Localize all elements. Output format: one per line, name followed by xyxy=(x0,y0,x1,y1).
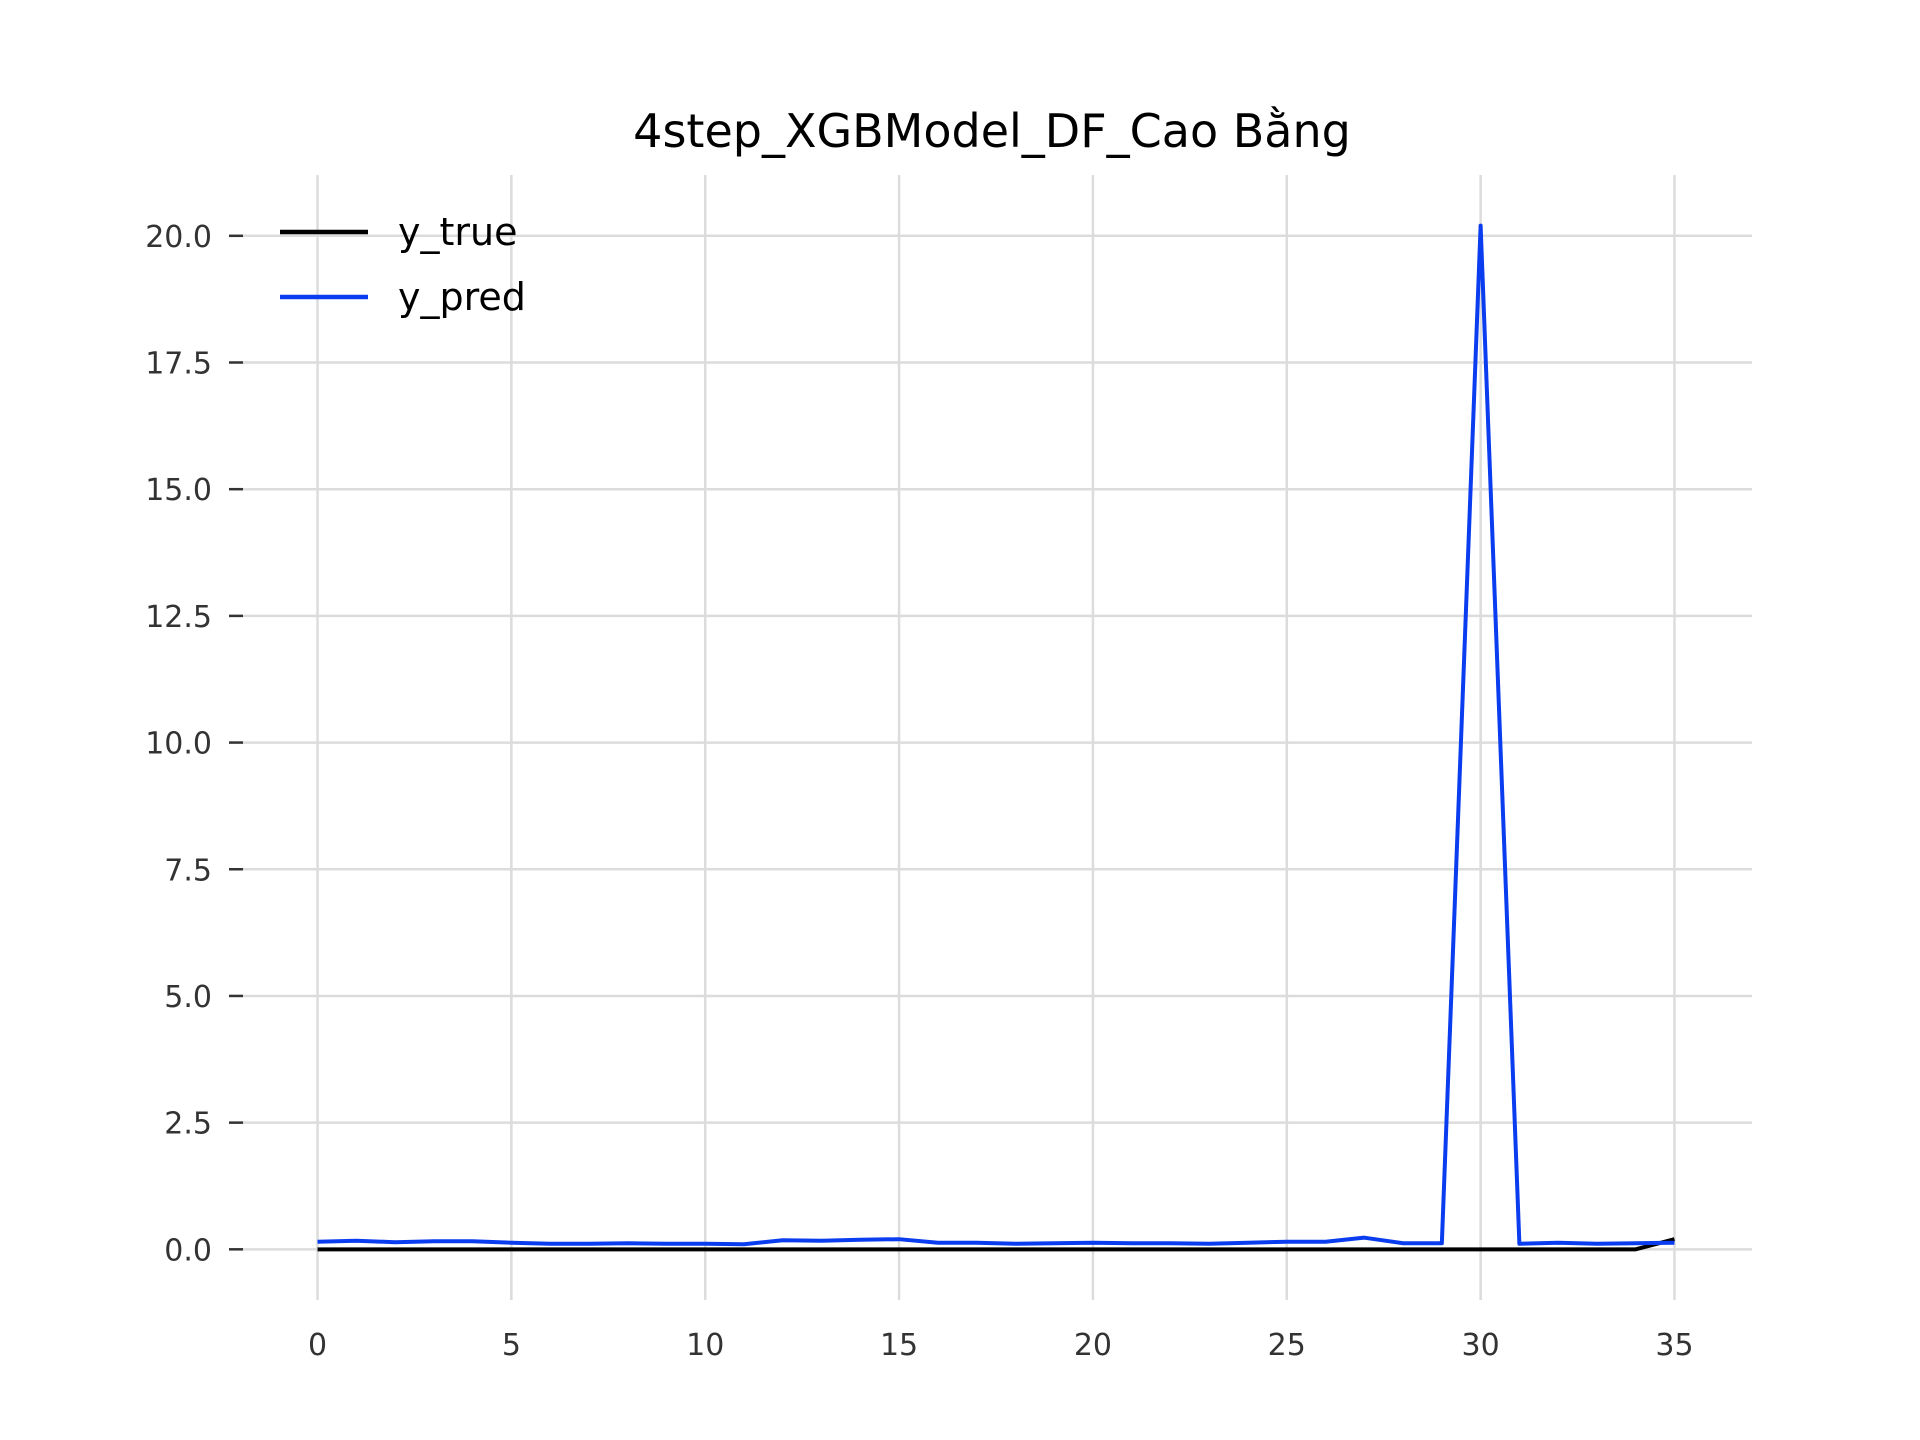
y-tick-label: 20.0 xyxy=(145,220,212,255)
x-tick-label: 20 xyxy=(1074,1328,1112,1363)
x-tick-label: 0 xyxy=(308,1328,327,1363)
series-lines xyxy=(317,223,1675,1252)
y-tick-label: 17.5 xyxy=(145,347,212,382)
y-tick-label: 15.0 xyxy=(145,473,212,508)
y-tick-label: 2.5 xyxy=(164,1107,212,1142)
x-tick-label: 25 xyxy=(1268,1328,1306,1363)
x-tick-label: 10 xyxy=(686,1328,724,1363)
legend-label: y_pred xyxy=(398,275,526,319)
y-tick-label: 7.5 xyxy=(164,853,212,888)
series-line-y-pred xyxy=(317,223,1675,1247)
grid-lines xyxy=(240,175,1752,1300)
legend: y_true y_pred xyxy=(280,210,526,319)
x-tick-label: 15 xyxy=(880,1328,918,1363)
x-tick-label: 35 xyxy=(1655,1328,1693,1363)
series-line-y-true xyxy=(317,1237,1675,1252)
y-tick-label: 5.0 xyxy=(164,980,212,1015)
legend-label: y_true xyxy=(398,210,517,254)
x-tick-label: 5 xyxy=(502,1328,521,1363)
axis-ticks: 0 5 10 15 20 25 30 35 0.0 2.5 5.0 7.5 10.0 12.5 15.0 17… xyxy=(145,220,1693,1363)
chart-title: 4step_XGBModel_DF_Cao Bằng xyxy=(633,104,1351,158)
y-tick-label: 12.5 xyxy=(145,600,212,635)
y-tick-label: 10.0 xyxy=(145,727,212,762)
x-tick-label: 30 xyxy=(1462,1328,1500,1363)
y-tick-label: 0.0 xyxy=(164,1233,212,1268)
